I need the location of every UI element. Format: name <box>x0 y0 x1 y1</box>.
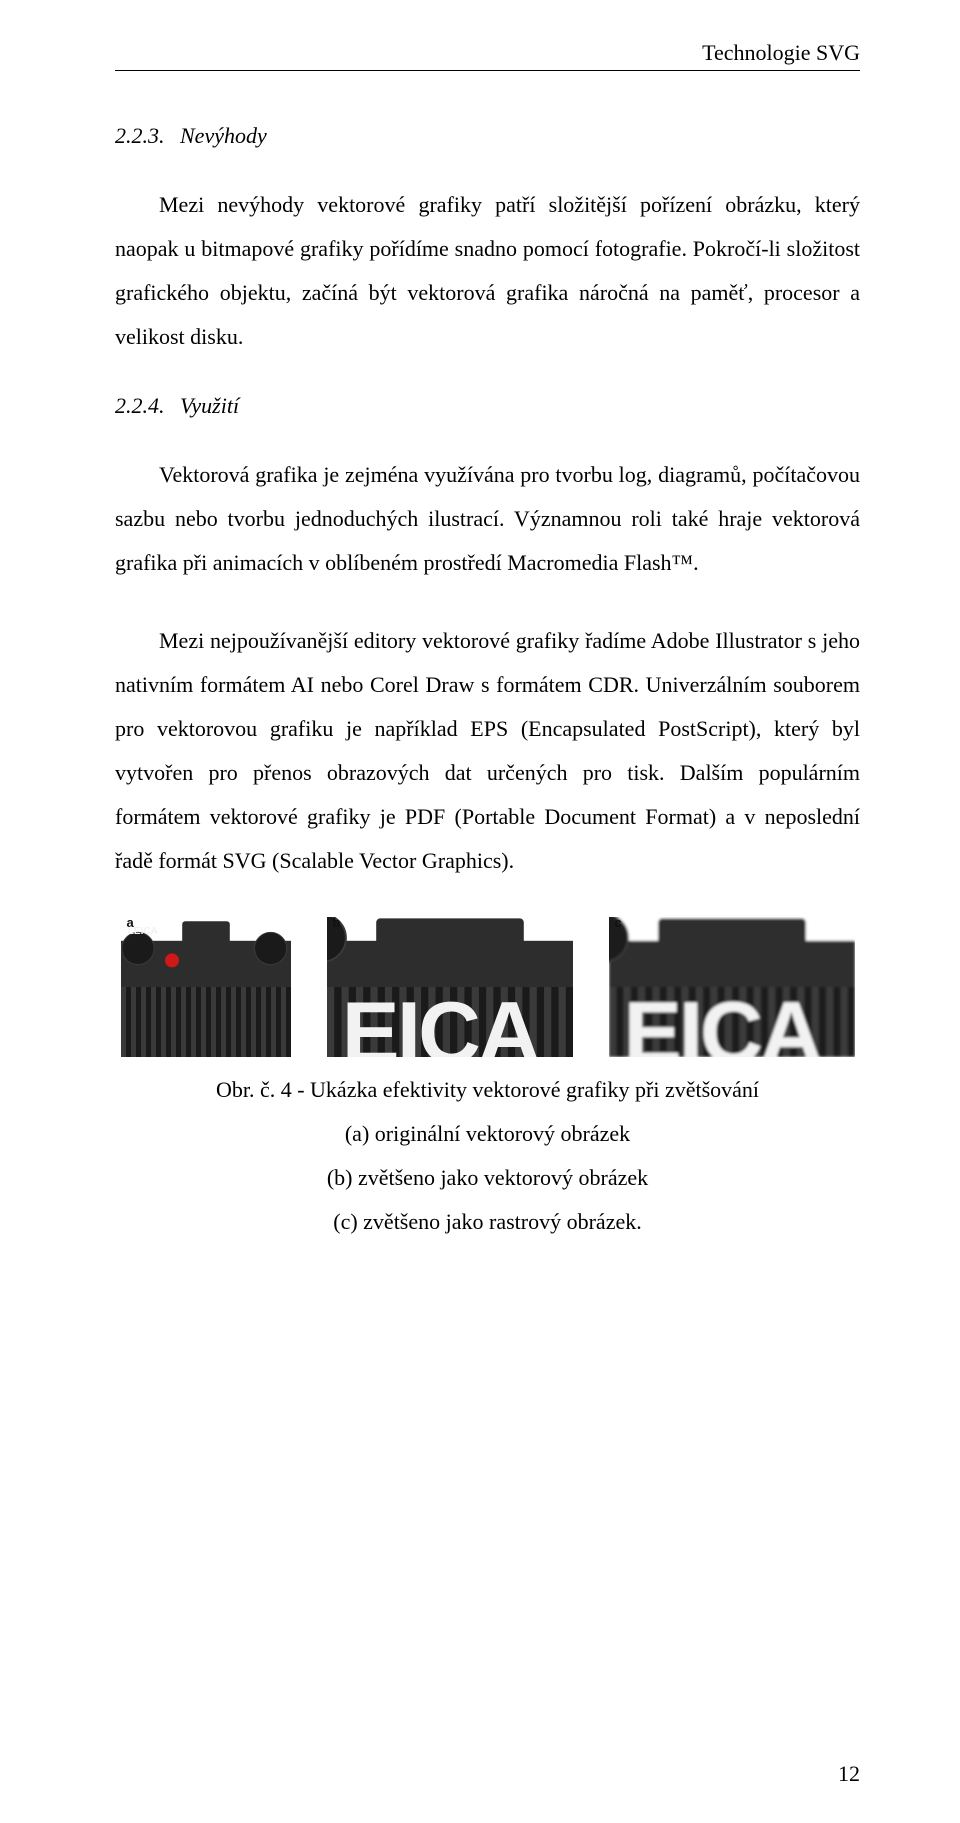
panel-label-a: a <box>127 915 134 930</box>
section-heading-2-2-3: 2.2.3. Nevýhody <box>115 123 860 149</box>
camera-top-zoom-vector: EICA <box>327 917 573 1057</box>
figure-4: a LEICA b EICA c EICA Obr. č. 4 - Ukázka… <box>115 917 860 1244</box>
figure-panel-c: c EICA <box>609 917 855 1062</box>
camera-top-zoom-raster: EICA <box>609 917 855 1057</box>
page-number: 12 <box>838 1761 860 1787</box>
camera-top-illustration: LEICA <box>121 917 291 1057</box>
panel-label-b: b <box>333 915 341 930</box>
running-head: Technologie SVG <box>115 40 860 71</box>
section-number: 2.2.3. <box>115 123 175 148</box>
svg-text:EICA: EICA <box>623 985 820 1057</box>
caption-line: (b) zvětšeno jako vektorový obrázek <box>115 1156 860 1200</box>
caption-line: (c) zvětšeno jako rastrový obrázek. <box>115 1200 860 1244</box>
section-number: 2.2.4. <box>115 393 175 418</box>
figure-caption: Obr. č. 4 - Ukázka efektivity vektorové … <box>115 1068 860 1244</box>
caption-line: Obr. č. 4 - Ukázka efektivity vektorové … <box>115 1068 860 1112</box>
section-heading-2-2-4: 2.2.4. Využití <box>115 393 860 419</box>
figure-panel-a: a LEICA <box>121 917 291 1062</box>
section-title: Nevýhody <box>180 123 267 148</box>
paragraph: Vektorová grafika je zejména využívána p… <box>115 453 860 585</box>
paragraph: Mezi nejpoužívanější editory vektorové g… <box>115 619 860 883</box>
panel-label-c: c <box>615 915 622 930</box>
caption-line: (a) originální vektorový obrázek <box>115 1112 860 1156</box>
paragraph: Mezi nevýhody vektorové grafiky patří sl… <box>115 183 860 359</box>
svg-text:EICA: EICA <box>341 985 538 1057</box>
section-title: Využití <box>180 393 239 418</box>
figure-panel-b: b EICA <box>327 917 573 1062</box>
figure-panels: a LEICA b EICA c EICA <box>115 917 860 1062</box>
